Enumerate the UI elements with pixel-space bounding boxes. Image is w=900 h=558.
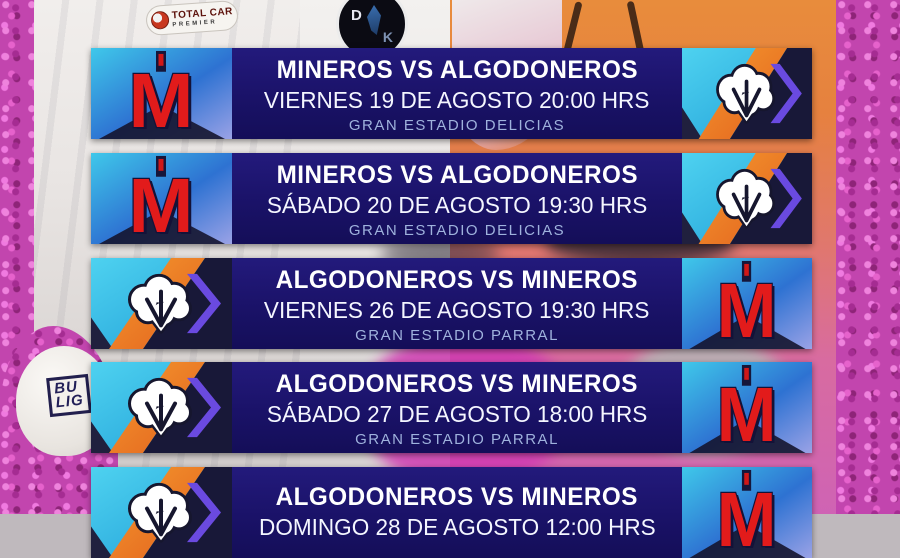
- algodoneros-logo: [682, 48, 812, 139]
- game-info-5: ALGODONEROS VS MINEROS DOMINGO 28 DE AGO…: [232, 467, 682, 558]
- mineros-logo: [91, 153, 232, 244]
- game-banner-3: ALGODONEROS VS MINEROS VIERNES 26 DE AGO…: [91, 258, 812, 349]
- game-info-4: ALGODONEROS VS MINEROS SÁBADO 27 DE AGOS…: [232, 362, 682, 453]
- budlight-logo: BU LIG: [46, 373, 92, 417]
- game-banner-2: MINEROS VS ALGODONEROS SÁBADO 20 DE AGOS…: [91, 153, 812, 244]
- matchup-title: MINEROS VS ALGODONEROS: [276, 160, 638, 189]
- algodoneros-logo: [91, 467, 232, 558]
- game-datetime: SÁBADO 27 DE AGOSTO 18:00 HRS: [266, 400, 648, 427]
- game-banner-4: ALGODONEROS VS MINEROS SÁBADO 27 DE AGOS…: [91, 362, 812, 453]
- algodoneros-logo: [91, 362, 232, 453]
- mineros-logo: [682, 467, 812, 558]
- game-venue: GRAN ESTADIO PARRAL: [355, 326, 559, 344]
- game-info-1: MINEROS VS ALGODONEROS VIERNES 19 DE AGO…: [232, 48, 682, 139]
- game-venue: GRAN ESTADIO PARRAL: [355, 430, 559, 448]
- algodoneros-logo: [91, 258, 232, 349]
- dk-letter-d: D: [351, 7, 362, 24]
- mineros-logo: [91, 48, 232, 139]
- matchup-title: ALGODONEROS VS MINEROS: [275, 369, 639, 398]
- game-datetime: VIERNES 26 DE AGOSTO 19:30 HRS: [264, 296, 650, 323]
- dk-letter-k: K: [382, 29, 393, 45]
- game-venue: GRAN ESTADIO DELICIAS: [348, 116, 566, 134]
- game-banner-1: MINEROS VS ALGODONEROS VIERNES 19 DE AGO…: [91, 48, 812, 139]
- matchup-title: ALGODONEROS VS MINEROS: [275, 265, 639, 294]
- totalcar-ball-icon: [150, 10, 170, 30]
- matchup-title: MINEROS VS ALGODONEROS: [276, 55, 638, 84]
- game-datetime: VIERNES 19 DE AGOSTO 20:00 HRS: [264, 86, 650, 113]
- matchup-title: ALGODONEROS VS MINEROS: [275, 483, 639, 511]
- mineros-logo: [682, 362, 812, 453]
- game-datetime: DOMINGO 28 DE AGOSTO 12:00 HRS: [258, 514, 656, 540]
- game-venue: GRAN ESTADIO DELICIAS: [348, 221, 566, 239]
- algodoneros-logo: [682, 153, 812, 244]
- game-datetime: SÁBADO 20 DE AGOSTO 19:30 HRS: [266, 191, 648, 218]
- game-banner-5: ALGODONEROS VS MINEROS DOMINGO 28 DE AGO…: [91, 467, 812, 558]
- dk-player-figure-icon: [367, 5, 381, 35]
- mineros-logo: [682, 258, 812, 349]
- game-info-2: MINEROS VS ALGODONEROS SÁBADO 20 DE AGOS…: [232, 153, 682, 244]
- pink-sequin-right-edge: [836, 0, 900, 514]
- game-info-3: ALGODONEROS VS MINEROS VIERNES 26 DE AGO…: [232, 258, 682, 349]
